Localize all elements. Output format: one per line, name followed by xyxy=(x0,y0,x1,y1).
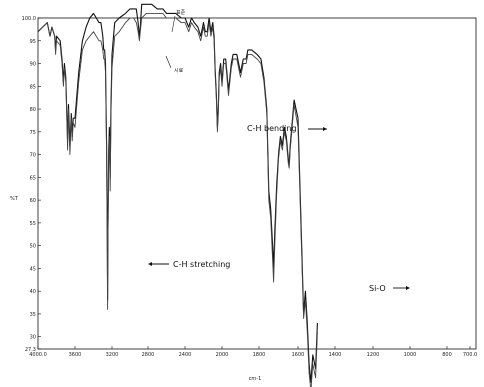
y-tick-label: 45 xyxy=(30,266,36,272)
y-tick-label: 35 xyxy=(30,312,36,318)
x-tick-label: 2400 xyxy=(179,352,192,358)
series-line-1 xyxy=(37,3,318,383)
plot-frame xyxy=(37,17,477,350)
legend-label-standard: 표준 xyxy=(176,10,186,16)
y-tick-label: 90 xyxy=(30,62,36,68)
y-tick-label: 40 xyxy=(30,289,36,295)
x-axis-label: cm-1 xyxy=(249,376,262,382)
y-tick-label: 95 xyxy=(30,39,36,45)
y-tick-label: 75 xyxy=(30,130,36,136)
x-tick-label: 800 xyxy=(442,352,452,358)
y-tick-label: 27.3 xyxy=(25,347,36,353)
y-tick-label: 30 xyxy=(30,335,36,341)
y-tick-label: 55 xyxy=(30,221,36,227)
annotation-si-o: Si-O xyxy=(369,284,386,293)
x-tick-label: 2000 xyxy=(216,352,229,358)
x-tick-label: 1600 xyxy=(292,352,305,358)
x-tick-label: 4000.0 xyxy=(29,352,47,358)
y-tick-label: 65 xyxy=(30,175,36,181)
y-tick-label: 60 xyxy=(30,198,36,204)
axis-ticks: 100.0 95 90 85 80 75 70 65 60 55 50 45 40 35 30 27.3400… xyxy=(22,16,477,358)
annotation-si-o-arrowhead xyxy=(406,286,410,290)
y-tick-label: 85 xyxy=(30,84,36,90)
y-tick-label: 100.0 xyxy=(22,16,36,22)
legend-label-sample: 시료 xyxy=(174,68,184,74)
series-group xyxy=(37,3,318,387)
x-tick-label: 1200 xyxy=(367,352,380,358)
legend-leader-standard xyxy=(171,15,176,33)
y-tick-label: 50 xyxy=(30,244,36,250)
x-tick-label: 2800 xyxy=(142,352,155,358)
legend-leader-sample xyxy=(165,55,172,69)
x-tick-label: 700.0 xyxy=(463,352,477,358)
x-tick-label: 1000 xyxy=(404,352,417,358)
annotation-ch-bending: C-H bending xyxy=(247,124,297,133)
annotation-ch-stretching: C-H stretching xyxy=(173,260,230,269)
y-axis-label: %T xyxy=(10,196,19,202)
annotation-ch-bending-arrowhead xyxy=(323,127,327,131)
series-line-2 xyxy=(37,12,318,387)
x-tick-label: 3200 xyxy=(106,352,119,358)
y-tick-label: 80 xyxy=(30,107,36,113)
x-tick-label: 1800 xyxy=(253,352,266,358)
plot-border xyxy=(37,17,477,350)
x-tick-label: 1400 xyxy=(329,352,342,358)
x-tick-label: 3600 xyxy=(69,352,82,358)
y-tick-label: 70 xyxy=(30,153,36,159)
annotation-ch-stretching-arrowhead xyxy=(148,262,152,266)
